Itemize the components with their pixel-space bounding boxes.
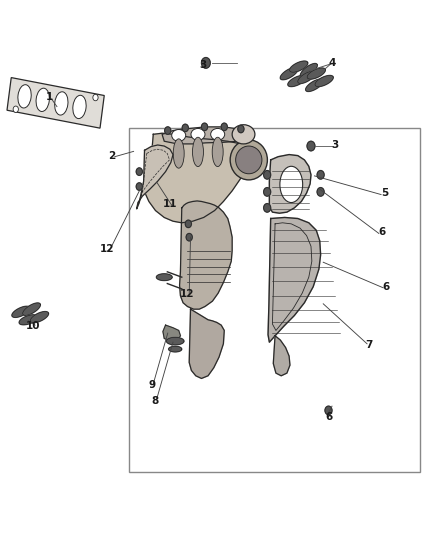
Ellipse shape	[232, 125, 255, 144]
Circle shape	[238, 125, 244, 133]
Polygon shape	[288, 76, 306, 86]
Ellipse shape	[212, 137, 223, 167]
Text: 6: 6	[383, 282, 390, 292]
Circle shape	[317, 188, 324, 196]
Polygon shape	[189, 309, 224, 378]
Text: 7: 7	[365, 341, 372, 350]
Bar	[129, 128, 420, 472]
Text: 10: 10	[25, 321, 40, 331]
Polygon shape	[19, 315, 38, 325]
Polygon shape	[273, 336, 290, 376]
Polygon shape	[268, 217, 321, 342]
Ellipse shape	[230, 140, 267, 180]
Ellipse shape	[36, 88, 49, 111]
Ellipse shape	[280, 166, 303, 203]
Circle shape	[264, 204, 271, 212]
Circle shape	[264, 188, 271, 196]
Polygon shape	[315, 76, 333, 86]
Text: 9: 9	[149, 380, 156, 390]
Circle shape	[325, 406, 332, 415]
Circle shape	[201, 123, 208, 131]
Polygon shape	[162, 127, 254, 144]
Circle shape	[317, 171, 324, 179]
Polygon shape	[169, 346, 182, 352]
Circle shape	[182, 124, 188, 132]
Text: 6: 6	[326, 412, 333, 422]
Circle shape	[185, 220, 191, 228]
Text: 2: 2	[108, 151, 115, 160]
Circle shape	[201, 58, 210, 68]
Ellipse shape	[193, 137, 203, 167]
Polygon shape	[156, 274, 172, 280]
Polygon shape	[12, 306, 30, 317]
Text: 8: 8	[152, 396, 159, 406]
Polygon shape	[166, 337, 184, 345]
Polygon shape	[300, 63, 317, 77]
Polygon shape	[7, 78, 104, 128]
Ellipse shape	[18, 85, 31, 108]
Polygon shape	[145, 133, 254, 223]
Circle shape	[136, 183, 142, 190]
Polygon shape	[180, 201, 232, 309]
Ellipse shape	[173, 139, 184, 168]
Circle shape	[307, 141, 315, 151]
Text: 3: 3	[199, 60, 206, 70]
Polygon shape	[30, 312, 49, 322]
Polygon shape	[137, 145, 173, 209]
Circle shape	[13, 106, 18, 112]
Polygon shape	[306, 79, 323, 92]
Text: 12: 12	[180, 289, 195, 299]
Ellipse shape	[172, 130, 186, 141]
Text: 4: 4	[328, 58, 336, 68]
Circle shape	[221, 123, 227, 131]
Polygon shape	[163, 325, 180, 341]
Text: 1: 1	[46, 92, 53, 102]
Text: 3: 3	[331, 140, 338, 150]
Ellipse shape	[73, 95, 86, 118]
Polygon shape	[23, 303, 40, 316]
Ellipse shape	[236, 146, 262, 174]
Polygon shape	[290, 61, 308, 72]
Ellipse shape	[55, 92, 68, 115]
Polygon shape	[280, 67, 298, 80]
Polygon shape	[307, 68, 325, 79]
Circle shape	[165, 127, 171, 134]
Ellipse shape	[211, 128, 225, 140]
Ellipse shape	[191, 128, 205, 140]
Text: 12: 12	[100, 245, 115, 254]
Text: 11: 11	[162, 199, 177, 208]
Circle shape	[186, 233, 192, 241]
Circle shape	[264, 171, 271, 179]
Text: 6: 6	[378, 227, 385, 237]
Circle shape	[93, 94, 98, 101]
Text: 5: 5	[381, 188, 388, 198]
Circle shape	[136, 168, 142, 175]
Polygon shape	[298, 71, 315, 84]
Polygon shape	[269, 155, 311, 213]
